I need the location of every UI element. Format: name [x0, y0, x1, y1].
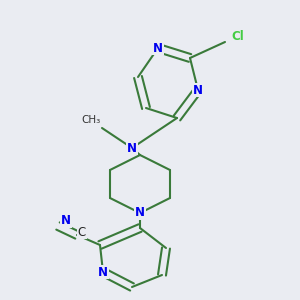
Text: C: C — [78, 226, 86, 238]
Text: N: N — [135, 206, 145, 220]
Text: CH₃: CH₃ — [81, 115, 101, 125]
Text: N: N — [127, 142, 137, 154]
Text: N: N — [153, 41, 163, 55]
Text: N: N — [193, 83, 203, 97]
Text: N: N — [98, 266, 108, 278]
Text: N: N — [61, 214, 71, 227]
Text: Cl: Cl — [232, 29, 244, 43]
